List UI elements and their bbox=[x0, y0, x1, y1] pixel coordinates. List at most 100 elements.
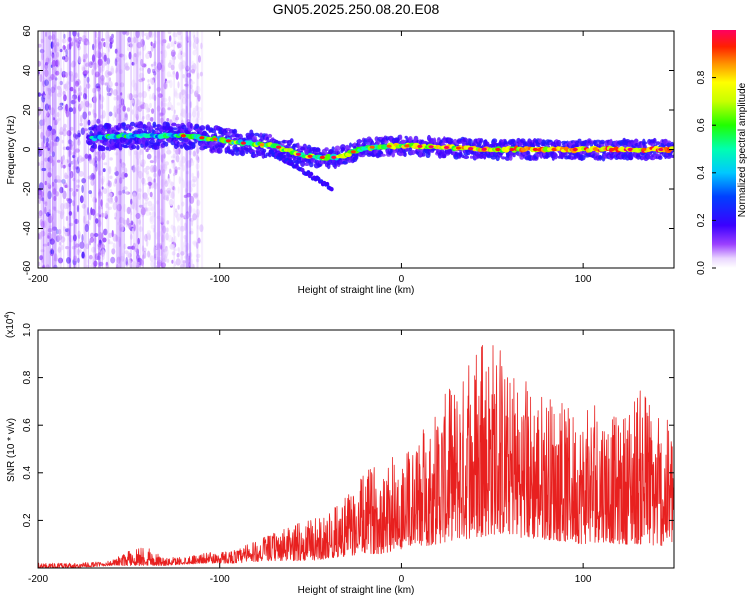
heatmap-noise-cell bbox=[131, 54, 137, 63]
heatmap-noise-cell bbox=[145, 165, 150, 171]
heatmap-noise-cell bbox=[136, 41, 142, 49]
heatmap-noise-cell bbox=[158, 243, 162, 249]
heatmap-noise-cell bbox=[156, 200, 160, 205]
heatmap-noise-cell bbox=[168, 180, 174, 190]
heatmap-streak bbox=[48, 31, 51, 268]
top-y-tick-label: 40 bbox=[22, 65, 33, 77]
heatmap-noise-cell bbox=[134, 56, 138, 63]
heatmap-noise-cell bbox=[155, 232, 159, 240]
heatmap-noise-cell bbox=[41, 197, 45, 202]
heatmap-noise-cell bbox=[65, 231, 68, 237]
heatmap-noise-cell bbox=[38, 125, 42, 130]
heatmap-noise-cell bbox=[108, 232, 112, 238]
heatmap-noise-cell bbox=[44, 206, 47, 215]
heatmap-noise-cell bbox=[187, 186, 193, 193]
heatmap-noise-cell bbox=[182, 179, 186, 189]
heatmap-noise-cell bbox=[140, 58, 144, 67]
heatmap-noise-cell bbox=[188, 180, 193, 187]
colorbar-tick-label: 0.6 bbox=[696, 118, 707, 132]
heatmap-noise-cell bbox=[168, 168, 172, 174]
heatmap-noise-cell bbox=[84, 54, 88, 60]
heatmap-noise-cell bbox=[160, 59, 164, 64]
heatmap-noise-cell bbox=[55, 229, 60, 235]
heatmap-noise-cell bbox=[196, 72, 200, 80]
heatmap-halo-cell bbox=[334, 145, 341, 152]
heatmap-streak bbox=[73, 31, 76, 268]
heatmap-noise-cell bbox=[136, 248, 140, 256]
heatmap-noise-cell bbox=[65, 81, 70, 85]
heatmap-noise-cell bbox=[192, 41, 196, 50]
heatmap-streak bbox=[52, 31, 54, 268]
heatmap-noise-cell bbox=[112, 242, 116, 250]
bottom-x-tick-label: 100 bbox=[575, 574, 592, 585]
heatmap-halo-cell bbox=[98, 124, 104, 128]
colorbar-tick-label: 0.2 bbox=[696, 213, 707, 227]
heatmap-noise-cell bbox=[51, 151, 55, 158]
heatmap-noise-cell bbox=[66, 130, 72, 137]
heatmap-noise-cell bbox=[54, 38, 60, 45]
heatmap-halo-cell bbox=[123, 145, 129, 149]
heatmap-streak bbox=[73, 31, 76, 268]
bottom-y-tick-label: 0.2 bbox=[22, 513, 33, 527]
heatmap-noise-cell bbox=[46, 56, 50, 63]
heatmap-streak bbox=[196, 31, 199, 268]
heatmap-noise-cell bbox=[66, 227, 71, 237]
heatmap-peak-cell bbox=[468, 147, 474, 151]
heatmap-noise-cell bbox=[78, 170, 84, 177]
heatmap-noise-cell bbox=[63, 55, 69, 63]
heatmap-noise-cell bbox=[197, 237, 201, 244]
heatmap-noise-cell bbox=[54, 178, 58, 183]
heatmap-noise-cell bbox=[97, 252, 102, 256]
heatmap-noise-cell bbox=[88, 103, 93, 108]
heatmap-halo-cell bbox=[324, 147, 329, 152]
heatmap-noise-cell bbox=[104, 82, 109, 86]
heatmap-noise-cell bbox=[174, 169, 178, 176]
heatmap-noise-cell bbox=[38, 43, 42, 48]
heatmap-noise-cell bbox=[116, 263, 119, 268]
heatmap-noise-cell bbox=[50, 50, 53, 57]
heatmap-noise-cell bbox=[111, 230, 114, 238]
heatmap-noise-cell bbox=[149, 50, 152, 59]
heatmap-halo-cell bbox=[628, 152, 634, 157]
heatmap-noise-cell bbox=[126, 107, 131, 112]
heatmap-noise-cell bbox=[65, 246, 69, 250]
heatmap-noise-cell bbox=[108, 206, 112, 210]
heatmap-noise-cell bbox=[68, 163, 72, 168]
heatmap-noise-cell bbox=[102, 110, 106, 119]
heatmap-noise-cell bbox=[184, 77, 187, 83]
heatmap-noise-cell bbox=[71, 190, 77, 197]
heatmap-noise-cell bbox=[177, 186, 180, 194]
heatmap-peak-cell bbox=[551, 147, 557, 152]
heatmap-noise-cell bbox=[99, 93, 102, 101]
heatmap-noise-cell bbox=[181, 89, 187, 98]
heatmap-noise-cell bbox=[135, 212, 141, 220]
heatmap-halo-cell bbox=[357, 138, 361, 145]
heatmap-halo-cell bbox=[119, 142, 122, 149]
heatmap-noise-cell bbox=[72, 106, 77, 115]
heatmap-noise-cell bbox=[43, 94, 46, 98]
heatmap-noise-cell bbox=[72, 151, 77, 155]
heatmap-noise-cell bbox=[97, 41, 103, 50]
heatmap-noise-cell bbox=[88, 254, 93, 260]
heatmap-noise-cell bbox=[127, 207, 131, 214]
heatmap-noise-cell bbox=[172, 225, 177, 234]
heatmap-noise-cell bbox=[65, 184, 69, 189]
heatmap-noise-cell bbox=[148, 86, 151, 90]
heatmap-noise-cell bbox=[93, 260, 98, 267]
heatmap-peak-cell bbox=[319, 155, 325, 159]
heatmap-noise-cell bbox=[114, 212, 118, 218]
heatmap-noise-cell bbox=[135, 152, 141, 161]
heatmap-noise-cell bbox=[56, 51, 60, 58]
figure-title: GN05.2025.250.08.20.E08 bbox=[273, 1, 440, 17]
heatmap-noise-cell bbox=[73, 89, 77, 94]
heatmap-noise-cell bbox=[100, 199, 103, 207]
top-y-axis-label: Frequency (Hz) bbox=[6, 116, 17, 185]
heatmap-noise-cell bbox=[72, 154, 76, 159]
heatmap-noise-cell bbox=[64, 228, 69, 232]
heatmap-noise-cell bbox=[127, 36, 132, 43]
heatmap-noise-cell bbox=[53, 264, 58, 268]
heatmap-noise-cell bbox=[174, 166, 178, 174]
heatmap-streak bbox=[51, 31, 54, 268]
heatmap-noise-cell bbox=[107, 46, 111, 53]
heatmap-noise-cell bbox=[104, 210, 108, 216]
